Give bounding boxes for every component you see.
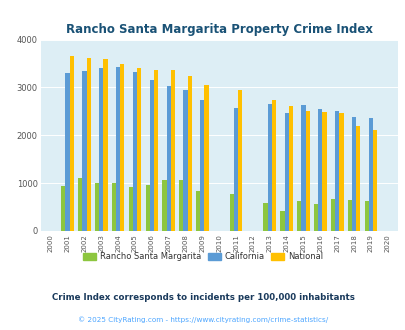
Bar [351, 116, 355, 231]
Bar [200, 100, 204, 231]
Bar [132, 72, 137, 231]
Bar [111, 183, 116, 231]
Bar [82, 71, 86, 231]
Bar [284, 113, 288, 231]
Bar [368, 118, 372, 231]
Bar [288, 106, 292, 231]
Bar [313, 204, 318, 231]
Bar [318, 109, 322, 231]
Bar [301, 105, 305, 231]
Legend: Rancho Santa Margarita, California, National: Rancho Santa Margarita, California, Nati… [79, 249, 326, 265]
Bar [145, 184, 149, 231]
Bar [196, 191, 200, 231]
Bar [187, 76, 192, 231]
Bar [153, 70, 158, 231]
Bar [339, 113, 343, 231]
Bar [233, 108, 238, 231]
Bar [103, 59, 107, 231]
Bar [70, 56, 74, 231]
Bar [116, 67, 120, 231]
Bar [128, 187, 132, 231]
Bar [171, 70, 175, 231]
Bar [204, 84, 208, 231]
Text: © 2025 CityRating.com - https://www.cityrating.com/crime-statistics/: © 2025 CityRating.com - https://www.city… [78, 316, 327, 323]
Bar [330, 199, 334, 231]
Bar [322, 112, 326, 231]
Bar [99, 68, 103, 231]
Bar [183, 90, 187, 231]
Bar [267, 104, 271, 231]
Bar [279, 212, 284, 231]
Bar [229, 194, 233, 231]
Text: Crime Index corresponds to incidents per 100,000 inhabitants: Crime Index corresponds to incidents per… [51, 293, 354, 302]
Bar [61, 185, 65, 231]
Bar [78, 178, 82, 231]
Bar [166, 85, 171, 231]
Bar [95, 183, 99, 231]
Bar [296, 201, 301, 231]
Bar [372, 130, 376, 231]
Bar [263, 203, 267, 231]
Bar [162, 180, 166, 231]
Bar [364, 201, 368, 231]
Bar [347, 200, 351, 231]
Bar [305, 111, 309, 231]
Bar [120, 63, 124, 231]
Bar [271, 100, 275, 231]
Bar [65, 73, 70, 231]
Title: Rancho Santa Margarita Property Crime Index: Rancho Santa Margarita Property Crime In… [66, 23, 372, 36]
Bar [334, 112, 339, 231]
Bar [179, 180, 183, 231]
Bar [238, 90, 242, 231]
Bar [355, 126, 360, 231]
Bar [137, 68, 141, 231]
Bar [149, 80, 153, 231]
Bar [86, 58, 90, 231]
